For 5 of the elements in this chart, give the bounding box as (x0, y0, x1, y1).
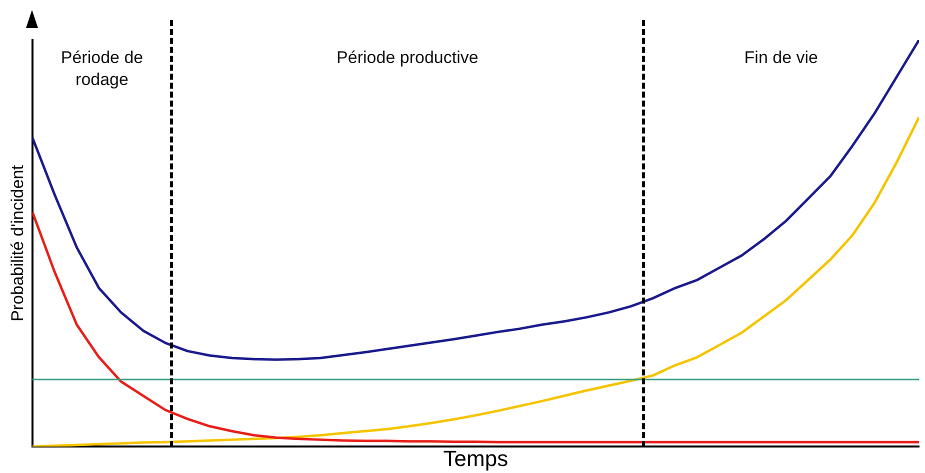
x-axis-title: Temps (443, 446, 508, 471)
annotation: Période productive (336, 48, 478, 68)
y-axis-title: Probabilité d'incident (8, 164, 27, 322)
annotation: Fin de vie (744, 48, 818, 68)
annotation: Période de rodage (60, 48, 144, 90)
